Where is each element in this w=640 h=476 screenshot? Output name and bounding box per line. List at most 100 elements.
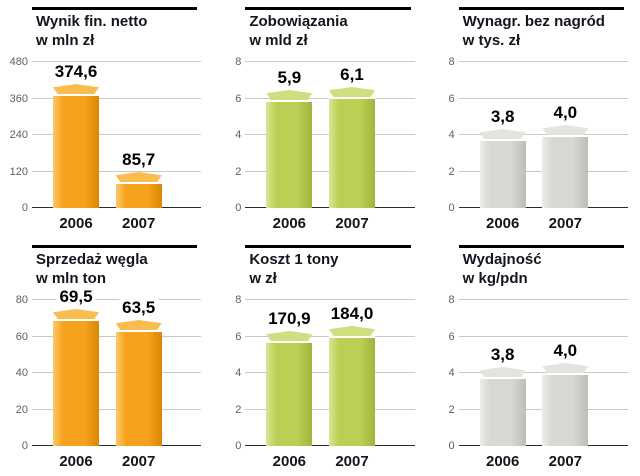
bar-top-face (115, 172, 162, 182)
panel-title: Wydajność (462, 251, 542, 268)
y-tick-label: 6 (235, 330, 242, 343)
y-tick-label: 20 (15, 403, 28, 416)
x-axis-label: 2007 (335, 215, 369, 232)
gridline (458, 372, 628, 373)
bar (542, 373, 589, 446)
bar-group: 4,0 2007 (542, 62, 589, 232)
panel-subtitle: w mln ton (36, 269, 106, 287)
title-rule (245, 245, 411, 248)
chart-area: 0 2 4 6 8 5,9 2006 6,1 2007 (217, 56, 416, 232)
gridline (458, 299, 628, 300)
bar-group: 4,0 2007 (542, 300, 589, 470)
bar (53, 94, 100, 208)
value-label: 3,8 (487, 107, 518, 127)
y-tick-label: 2 (448, 165, 455, 178)
x-axis-label: 2007 (548, 453, 583, 470)
bar-group: 3,8 2006 (479, 300, 526, 470)
x-axis-label: 2007 (121, 453, 156, 470)
panel-subtitle: w zł (249, 269, 277, 287)
y-tick-label: 2 (235, 403, 242, 416)
value-label: 184,0 (327, 304, 377, 324)
y-tick-label: 480 (9, 56, 28, 68)
bar (479, 139, 526, 208)
bar-top-face (53, 84, 100, 94)
bar-top-face (329, 87, 375, 97)
y-tick-label: 80 (15, 294, 28, 306)
bar-top-face (53, 309, 100, 319)
bar (266, 100, 313, 208)
x-axis-label: 2006 (272, 453, 307, 470)
panel-subtitle: w tys. zł (462, 31, 521, 49)
gridline (32, 97, 202, 99)
bar (115, 182, 162, 208)
x-axis-label: 2006 (272, 215, 307, 232)
chart-panel-wynik-fin-netto: Wynik fin. netto w mln zł 0 120 240 360 480 374… (0, 0, 213, 238)
panel-title: Wynagr. bez nagród (462, 13, 605, 30)
title-rule (32, 245, 198, 248)
x-axis-label: 2007 (121, 215, 156, 232)
y-tick-label: 6 (448, 92, 455, 105)
x-axis-label: 2006 (59, 453, 93, 470)
bar-group: 63,5 2007 (115, 298, 162, 470)
x-axis-label: 2007 (548, 215, 583, 232)
chart-area: 0 20 40 60 80 69,5 2006 63,5 2007 (4, 287, 203, 470)
bar-group: 85,7 2007 (115, 62, 162, 232)
y-tick-label: 4 (448, 129, 455, 141)
y-tick-label: 6 (235, 92, 242, 105)
y-tick-label: 120 (9, 165, 28, 178)
bar (115, 330, 162, 446)
x-axis-label: 2006 (485, 215, 520, 232)
title-rule (245, 7, 411, 10)
bar-top-face (266, 331, 313, 341)
bar-group: 374,6 2006 (51, 62, 101, 232)
bar-top-face (329, 326, 375, 336)
bar-top-face (479, 129, 526, 139)
bar-top-face (115, 320, 162, 330)
y-tick-label: 4 (448, 367, 455, 379)
chart-panel-wydajnosc: Wydajność w kg/pdn 0 2 4 6 8 3,8 2006 4,0 2007 (427, 238, 640, 476)
y-tick-label: 360 (9, 92, 28, 105)
chart-panel-koszt-tony: Koszt 1 tony w zł 0 2 4 6 8 170,9 2006 184,0 2007 (213, 238, 426, 476)
title-rule (458, 7, 624, 10)
bar-group: 184,0 2007 (327, 300, 377, 470)
y-tick-label: 2 (235, 165, 242, 178)
y-tick-label: 240 (9, 129, 28, 141)
y-tick-label: 40 (15, 367, 28, 379)
y-tick-label: 0 (235, 202, 242, 214)
panel-subtitle: w mld zł (249, 31, 308, 49)
bar (329, 336, 375, 446)
panel-subtitle: w kg/pdn (462, 269, 528, 287)
y-tick-label: 4 (235, 129, 242, 141)
chart-area: 0 2 4 6 8 3,8 2006 4,0 2007 (431, 56, 630, 232)
y-tick-label: 0 (21, 440, 28, 452)
y-tick-label: 8 (235, 294, 242, 306)
value-label: 5,9 (274, 68, 305, 88)
gridline (245, 299, 415, 300)
value-label: 4,0 (550, 341, 581, 361)
plot-area: 3,8 2006 4,0 2007 (458, 61, 628, 232)
bar-group: 3,8 2006 (479, 62, 526, 232)
bar-top-face (266, 90, 313, 100)
chart-area: 0 2 4 6 8 170,9 2006 184,0 2007 (217, 294, 416, 470)
bar (479, 377, 526, 446)
y-tick-label: 8 (235, 56, 242, 68)
gridline (458, 335, 628, 337)
gridline (32, 61, 202, 62)
bar (542, 135, 589, 208)
bar-top-face (542, 125, 589, 135)
bar-top-face (542, 363, 589, 373)
y-tick-label: 8 (448, 294, 455, 306)
y-tick-label: 0 (448, 440, 455, 452)
value-label: 69,5 (56, 287, 96, 307)
x-axis-label: 2007 (335, 453, 369, 470)
gridline (458, 61, 628, 62)
value-label: 374,6 (51, 62, 101, 82)
y-tick-label: 0 (448, 202, 455, 214)
gridline (32, 134, 202, 135)
gridline (458, 97, 628, 99)
y-tick-label: 0 (235, 440, 242, 452)
plot-area: 170,9 2006 184,0 2007 (245, 299, 415, 470)
value-label: 6,1 (337, 65, 367, 85)
gridline (32, 170, 202, 172)
